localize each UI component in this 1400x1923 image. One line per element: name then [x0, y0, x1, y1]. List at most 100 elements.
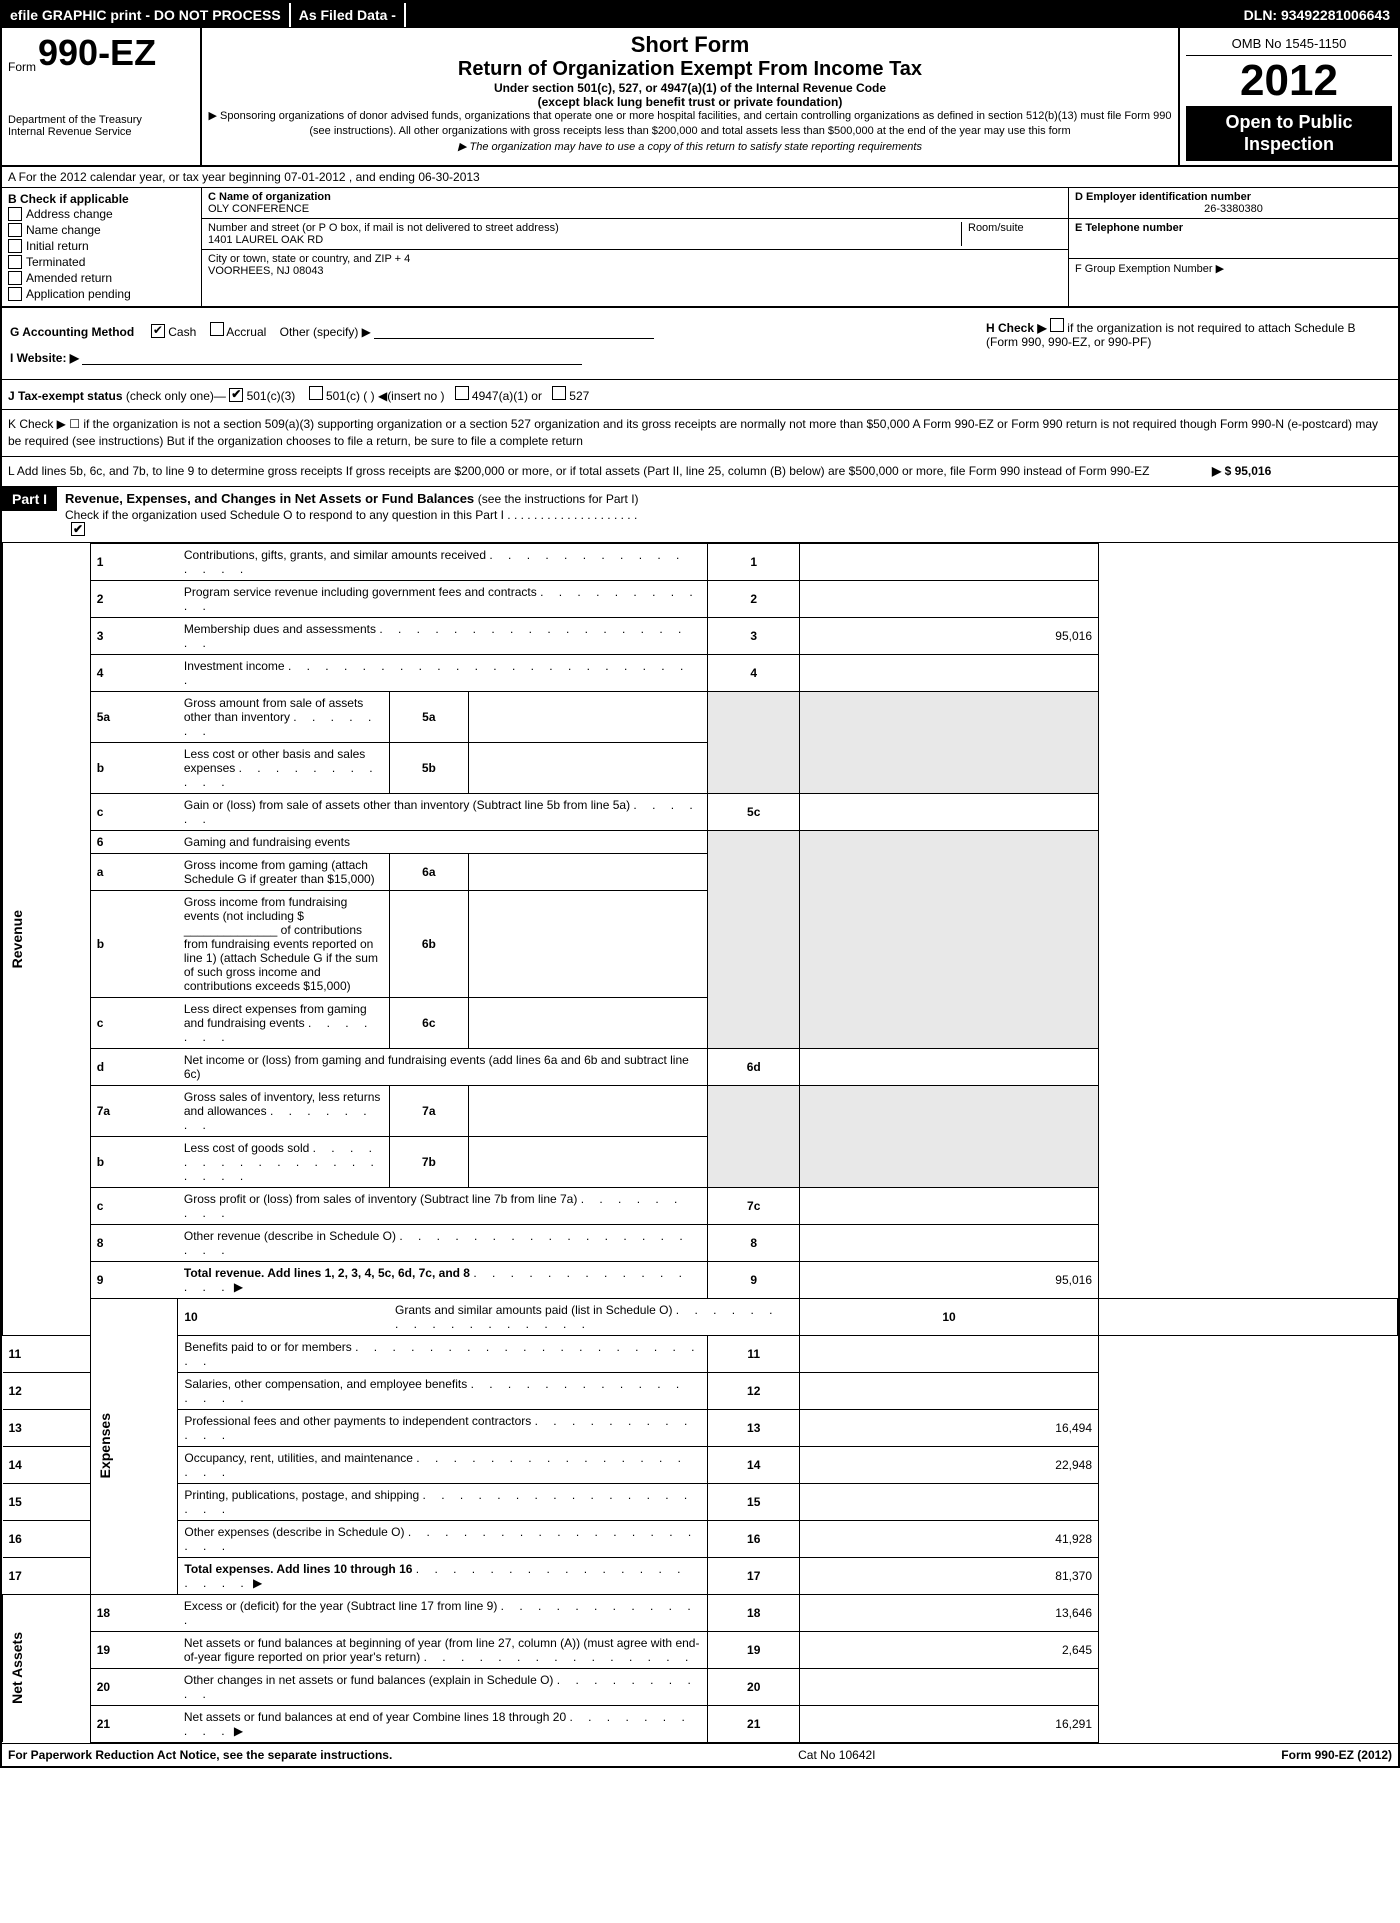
table-row: 21 Net assets or fund balances at end of…	[3, 1705, 1398, 1742]
line-amount	[800, 543, 1099, 580]
table-row: 9 Total revenue. Add lines 1, 2, 3, 4, 5…	[3, 1261, 1398, 1298]
form-prefix: Form	[8, 60, 36, 74]
other-blank	[374, 327, 654, 339]
section-h: H Check ▶ if the organization is not req…	[978, 308, 1398, 379]
org-name-cell: C Name of organization OLY CONFERENCE	[202, 188, 1068, 219]
row-a-tax-year: A For the 2012 calendar year, or tax yea…	[2, 167, 1398, 188]
line-ref: 1	[708, 543, 800, 580]
table-row: a Gross income from gaming (attach Sched…	[3, 853, 1398, 890]
part-1-lines-table: Revenue 1 Contributions, gifts, grants, …	[2, 543, 1398, 1743]
block-b-c-d: B Check if applicable Address change Nam…	[2, 188, 1398, 308]
short-form-label: Short Form	[208, 32, 1172, 58]
table-row: Net Assets 18 Excess or (deficit) for th…	[3, 1594, 1398, 1631]
header-right: OMB No 1545-1150 2012 Open to Public Ins…	[1178, 28, 1398, 165]
row-a-label: A For the 2012 calendar year, or tax yea…	[8, 170, 284, 184]
table-row: 20 Other changes in net assets or fund b…	[3, 1668, 1398, 1705]
chk-501c[interactable]	[309, 386, 323, 400]
l-amount: ▶ $ 95,016	[1212, 463, 1392, 480]
side-netassets: Net Assets	[3, 1594, 91, 1742]
l-text: L Add lines 5b, 6c, and 7b, to line 9 to…	[8, 463, 1212, 480]
chk-cash[interactable]	[151, 324, 165, 338]
form-note2: ▶ The organization may have to use a cop…	[208, 140, 1172, 155]
phone-label: E Telephone number	[1075, 222, 1392, 234]
chk-name-change[interactable]: Name change	[8, 222, 195, 238]
chk-terminated[interactable]: Terminated	[8, 254, 195, 270]
dept-treasury: Department of the Treasury	[8, 114, 194, 126]
city-value: VOORHEES, NJ 08043	[208, 265, 1062, 277]
form-title: Return of Organization Exempt From Incom…	[208, 58, 1172, 81]
chk-4947[interactable]	[455, 386, 469, 400]
efile-label: efile GRAPHIC print - DO NOT PROCESS	[2, 3, 291, 27]
chk-schedule-o[interactable]	[71, 522, 85, 536]
as-filed-label: As Filed Data -	[291, 3, 406, 27]
section-b: B Check if applicable Address change Nam…	[2, 188, 202, 306]
g-label: G Accounting Method	[10, 325, 134, 339]
section-g-h: G Accounting Method Cash Accrual Other (…	[2, 308, 1398, 380]
table-row: 5a Gross amount from sale of assets othe…	[3, 691, 1398, 742]
website-blank	[82, 353, 582, 365]
form-990ez-page: efile GRAPHIC print - DO NOT PROCESS As …	[0, 0, 1400, 1768]
accrual-label: Accrual	[226, 325, 266, 339]
side-revenue: Revenue	[3, 543, 91, 1335]
footer-mid: Cat No 10642I	[798, 1748, 875, 1762]
chk-accrual[interactable]	[210, 322, 224, 336]
tax-year-begin: 07-01-2012	[284, 170, 345, 184]
group-exemption-cell: F Group Exemption Number ▶	[1069, 259, 1398, 299]
header-center: Short Form Return of Organization Exempt…	[202, 28, 1178, 165]
chk-527[interactable]	[552, 386, 566, 400]
chk-schedule-b[interactable]	[1050, 318, 1064, 332]
open-to-public: Open to Public Inspection	[1186, 106, 1392, 161]
j-o3: 4947(a)(1) or	[472, 389, 542, 403]
table-row: 17 Total expenses. Add lines 10 through …	[3, 1557, 1398, 1594]
dln-label: DLN: 93492281006643	[1236, 3, 1398, 27]
section-d-e-f: D Employer identification number 26-3380…	[1068, 188, 1398, 306]
part-1-sub: (see the instructions for Part I)	[478, 492, 639, 506]
chk-address-change[interactable]: Address change	[8, 206, 195, 222]
sub-amount	[469, 691, 708, 742]
side-expenses: Expenses	[90, 1298, 178, 1594]
tax-year: 2012	[1186, 56, 1392, 106]
ein-value: 26-3380380	[1075, 203, 1392, 215]
j-o2: 501(c) ( ) ◀(insert no )	[326, 389, 445, 403]
chk-application-pending[interactable]: Application pending	[8, 286, 195, 302]
form-subtitle: Under section 501(c), 527, or 4947(a)(1)…	[208, 81, 1172, 95]
city-cell: City or town, state or country, and ZIP …	[202, 250, 1068, 280]
chk-amended-return[interactable]: Amended return	[8, 270, 195, 286]
table-row: b Less cost or other basis and sales exp…	[3, 742, 1398, 793]
table-row: 7a Gross sales of inventory, less return…	[3, 1085, 1398, 1136]
part-1-label: Part I	[2, 487, 57, 511]
org-name-value: OLY CONFERENCE	[208, 203, 1062, 215]
row-a-mid: , and ending	[349, 170, 418, 184]
table-row: 6 Gaming and fundraising events	[3, 830, 1398, 853]
phone-cell: E Telephone number	[1069, 219, 1398, 259]
j-o1: 501(c)(3)	[247, 389, 296, 403]
table-row: d Net income or (loss) from gaming and f…	[3, 1048, 1398, 1085]
website-label: I Website: ▶	[10, 351, 79, 365]
j-o4: 527	[569, 389, 589, 403]
table-row: 2 Program service revenue including gove…	[3, 580, 1398, 617]
ein-label: D Employer identification number	[1075, 191, 1392, 203]
table-row: b Less cost of goods sold . . . . . . . …	[3, 1136, 1398, 1187]
chk-501c3[interactable]	[229, 388, 243, 402]
chk-initial-return[interactable]: Initial return	[8, 238, 195, 254]
section-g: G Accounting Method Cash Accrual Other (…	[2, 308, 978, 379]
j-rest: (check only one)—	[126, 389, 226, 403]
street-value: 1401 LAUREL OAK RD	[208, 234, 955, 246]
part-1-title: Revenue, Expenses, and Changes in Net As…	[65, 491, 474, 506]
other-label: Other (specify) ▶	[280, 325, 371, 339]
table-row: c Less direct expenses from gaming and f…	[3, 997, 1398, 1048]
dept-irs: Internal Revenue Service	[8, 126, 194, 138]
table-row: 11 Benefits paid to or for members . . .…	[3, 1335, 1398, 1372]
header-left: Form 990-EZ Department of the Treasury I…	[2, 28, 202, 165]
cash-label: Cash	[168, 325, 196, 339]
section-l: L Add lines 5b, 6c, and 7b, to line 9 to…	[2, 457, 1398, 487]
page-footer: For Paperwork Reduction Act Notice, see …	[2, 1743, 1398, 1766]
org-name-label: C Name of organization	[208, 191, 1062, 203]
omb-number: OMB No 1545-1150	[1186, 32, 1392, 56]
section-c: C Name of organization OLY CONFERENCE Nu…	[202, 188, 1068, 306]
ein-cell: D Employer identification number 26-3380…	[1069, 188, 1398, 219]
line-num: 1	[90, 543, 178, 580]
top-bar: efile GRAPHIC print - DO NOT PROCESS As …	[2, 2, 1398, 28]
table-row: 12 Salaries, other compensation, and emp…	[3, 1372, 1398, 1409]
section-k: K Check ▶ ☐ if the organization is not a…	[2, 410, 1398, 457]
